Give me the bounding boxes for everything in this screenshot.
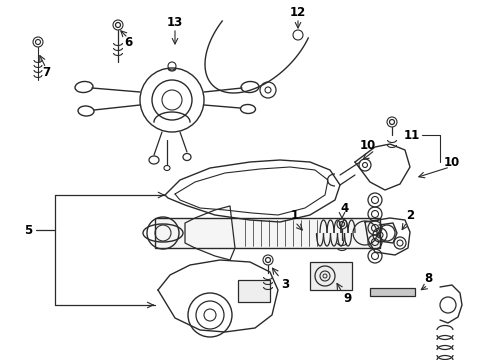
Text: 4: 4 xyxy=(340,202,348,215)
Text: 8: 8 xyxy=(423,271,431,284)
Text: 5: 5 xyxy=(24,224,32,237)
Text: 6: 6 xyxy=(123,36,132,49)
Bar xyxy=(309,262,351,290)
Text: 9: 9 xyxy=(343,292,351,305)
Text: 10: 10 xyxy=(359,139,375,152)
Bar xyxy=(238,280,269,302)
Text: 10: 10 xyxy=(443,156,459,168)
Text: 13: 13 xyxy=(166,15,183,28)
Text: 12: 12 xyxy=(289,5,305,18)
Text: 7: 7 xyxy=(42,66,50,78)
Text: 3: 3 xyxy=(281,279,288,292)
Text: 1: 1 xyxy=(290,208,299,221)
Text: 2: 2 xyxy=(405,208,413,221)
Text: 11: 11 xyxy=(403,129,419,141)
Bar xyxy=(369,288,414,296)
Bar xyxy=(155,218,379,248)
